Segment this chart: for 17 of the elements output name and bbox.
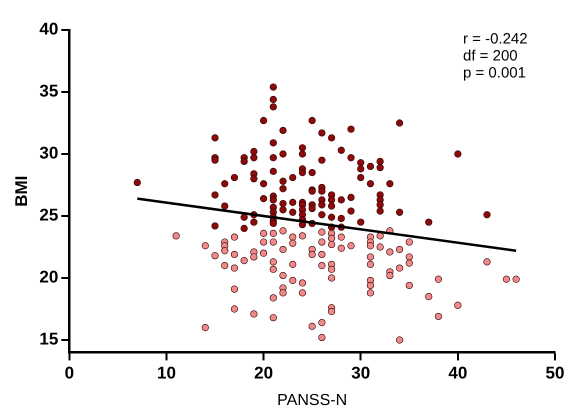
x-axis-title: PANSS-N <box>277 392 348 409</box>
x-tick-label: 10 <box>156 363 176 382</box>
y-tick-label: 25 <box>39 206 58 225</box>
y-tick-label: 15 <box>39 330 58 349</box>
y-tick-label: 35 <box>39 82 58 101</box>
annotation: df = 200 <box>463 48 518 65</box>
x-tick-label: 0 <box>64 363 74 382</box>
annotation: r = -0.242 <box>463 30 528 48</box>
y-tick-label: 40 <box>39 20 58 39</box>
annotation: p = 0.001 <box>463 64 526 82</box>
x-tick-label: 50 <box>546 363 564 382</box>
y-axis-title: BMI <box>12 176 31 207</box>
y-tick-label: 30 <box>39 144 58 163</box>
y-tick-label: 20 <box>39 268 58 287</box>
x-tick-label: 20 <box>254 363 274 382</box>
x-tick-label: 40 <box>448 363 468 382</box>
x-tick-label: 30 <box>351 363 370 382</box>
